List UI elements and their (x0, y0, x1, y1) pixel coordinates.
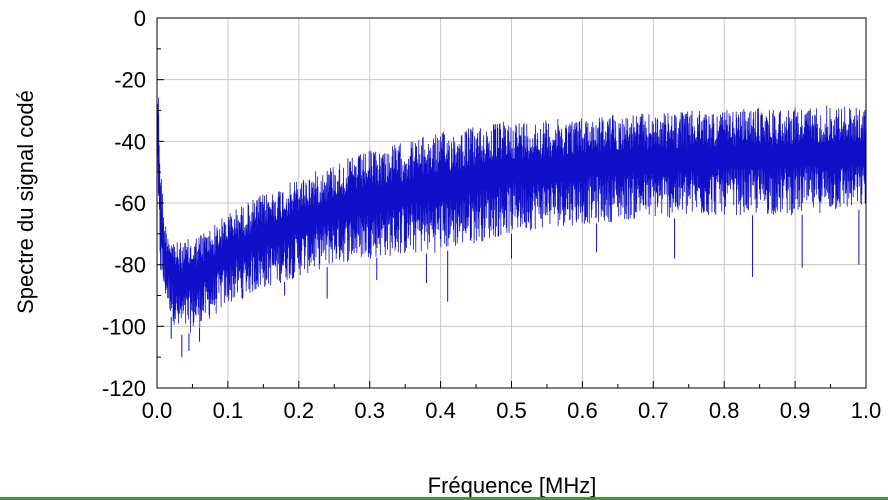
y-tick-label: -100 (102, 314, 146, 339)
x-axis-title: Fréquence [MHz] (428, 473, 597, 498)
x-tick-label: 0.8 (709, 398, 740, 423)
y-tick-label: -40 (114, 129, 146, 154)
y-tick-label: -20 (114, 68, 146, 93)
spectrum-series-line (156, 96, 867, 333)
x-tick-label: 0.9 (780, 398, 811, 423)
bottom-rule (0, 497, 888, 500)
y-tick-label: 0 (134, 6, 146, 31)
x-tick-labels: 0.0 0.1 0.2 0.3 0.4 0.5 0.6 0.7 0.8 0.9 1.0 (142, 398, 882, 423)
x-tick-label: 0.0 (142, 398, 173, 423)
x-tick-label: 0.4 (425, 398, 456, 423)
x-tick-label: 0.6 (567, 398, 598, 423)
y-tick-label: -80 (114, 253, 146, 278)
ticks (156, 17, 867, 389)
y-tick-label: -120 (102, 376, 146, 401)
y-tick-label: -60 (114, 191, 146, 216)
x-tick-label: 0.7 (638, 398, 669, 423)
x-tick-label: 0.3 (354, 398, 385, 423)
y-axis-title: Spectre du signal codé (13, 90, 38, 314)
series-layer (156, 96, 867, 358)
x-tick-label: 0.1 (213, 398, 244, 423)
x-tick-label: 0.5 (496, 398, 527, 423)
x-tick-label: 1.0 (851, 398, 882, 423)
x-tick-label: 0.2 (284, 398, 315, 423)
y-tick-labels: 0 -20 -40 -60 -80 -100 -120 (102, 6, 146, 401)
